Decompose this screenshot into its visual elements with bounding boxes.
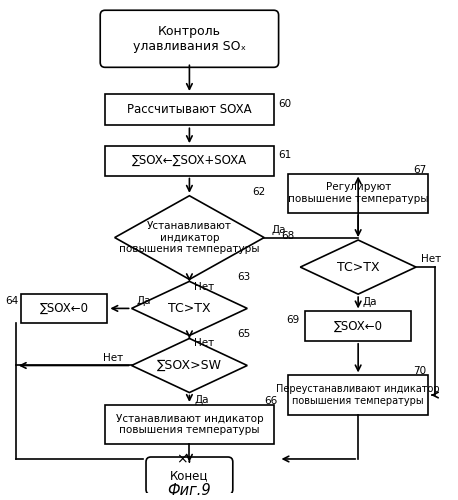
Polygon shape (131, 338, 247, 392)
Text: Да: Да (136, 296, 151, 306)
Text: ×: × (176, 452, 187, 466)
Polygon shape (114, 196, 264, 280)
Text: 64: 64 (5, 296, 18, 306)
Text: 62: 62 (252, 187, 266, 197)
Bar (305, 312, 411, 341)
Polygon shape (131, 282, 247, 336)
Text: Да: Да (272, 224, 286, 234)
FancyBboxPatch shape (100, 10, 278, 68)
Text: 65: 65 (238, 330, 251, 340)
Bar (105, 405, 274, 444)
Text: 70: 70 (414, 366, 427, 376)
Text: Устанавливают индикатор
повышения температуры: Устанавливают индикатор повышения темпер… (115, 414, 263, 436)
Text: Да: Да (194, 396, 209, 406)
Text: 67: 67 (414, 164, 427, 174)
Text: Устанавливают
индикатор
повышения температуры: Устанавливают индикатор повышения темпер… (119, 221, 260, 254)
Text: Нет: Нет (421, 254, 441, 264)
Text: Нет: Нет (194, 338, 214, 348)
Text: 66: 66 (264, 396, 278, 406)
Text: 69: 69 (286, 315, 299, 325)
Text: 60: 60 (278, 98, 292, 108)
FancyBboxPatch shape (146, 457, 233, 494)
Bar (105, 94, 274, 126)
Text: 63: 63 (238, 272, 251, 282)
Bar (288, 174, 428, 213)
Text: Нет: Нет (103, 352, 123, 362)
Bar (21, 294, 108, 323)
Text: 61: 61 (278, 150, 292, 160)
Text: Нет: Нет (194, 282, 214, 292)
Text: ∑SOX←∑SOX+SOXA: ∑SOX←∑SOX+SOXA (132, 154, 247, 168)
Bar (105, 146, 274, 176)
Text: TC>TX: TC>TX (337, 260, 380, 274)
Text: Переустанавливают индикатор
повышения температуры: Переустанавливают индикатор повышения те… (276, 384, 440, 406)
Text: Фиг.9: Фиг.9 (168, 483, 211, 498)
Text: ∑SOX←0: ∑SOX←0 (39, 302, 88, 315)
Text: ∑SOX←0: ∑SOX←0 (333, 320, 382, 332)
Text: Контроль
улавливания SOₓ: Контроль улавливания SOₓ (133, 25, 246, 53)
Bar (288, 376, 428, 414)
Polygon shape (300, 240, 416, 294)
Text: 68: 68 (281, 231, 294, 241)
Text: Регулируют
повышение температуры: Регулируют повышение температуры (288, 182, 428, 204)
Text: Конец: Конец (170, 469, 208, 482)
Text: Да: Да (363, 297, 377, 307)
Text: Рассчитывают SOXA: Рассчитывают SOXA (127, 103, 252, 116)
Text: TC>TX: TC>TX (168, 302, 211, 315)
Text: ∑SOX>SW: ∑SOX>SW (157, 359, 222, 372)
